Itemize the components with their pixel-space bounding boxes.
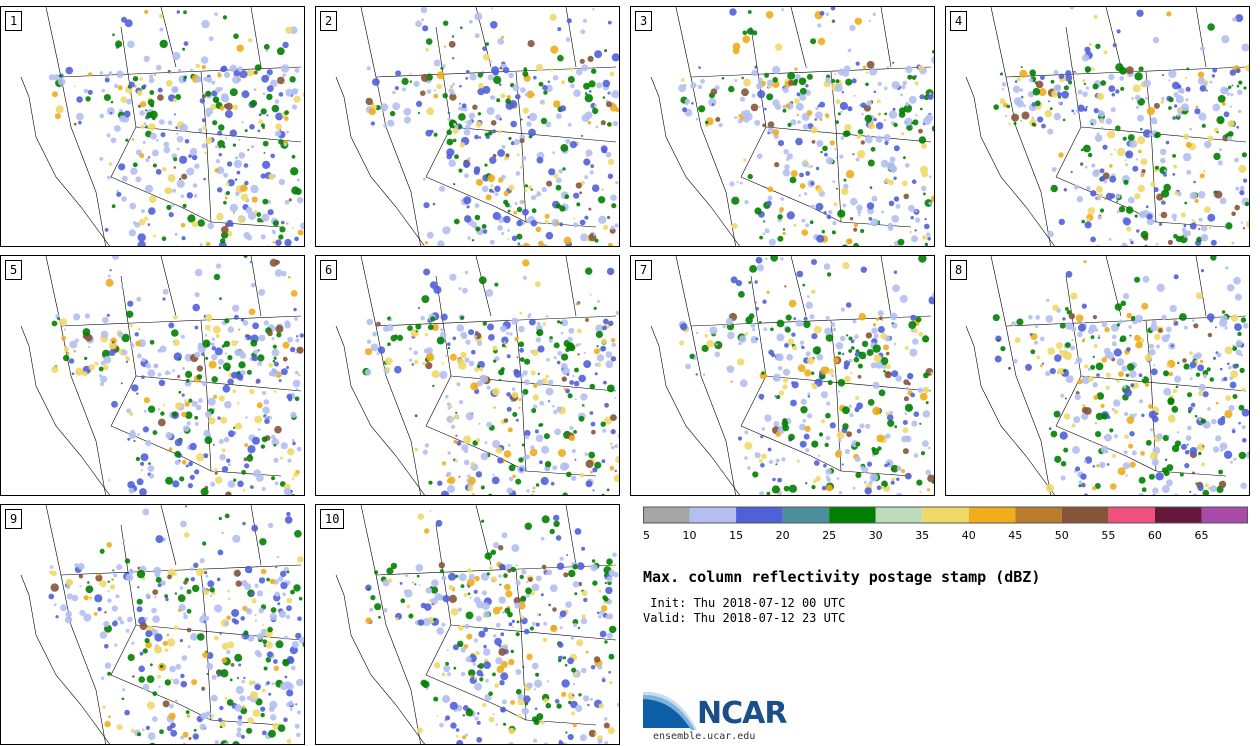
reflectivity-map xyxy=(965,7,1249,246)
member-panel-2: 2 xyxy=(315,6,620,247)
colorbar-tick-label: 15 xyxy=(729,529,743,542)
logo-url: ensemble.ucar.edu xyxy=(653,731,756,742)
reflectivity-map xyxy=(335,7,619,246)
reflectivity-map xyxy=(20,505,304,744)
member-panel-7: 7 xyxy=(630,255,935,496)
colorbar-tick-label: 30 xyxy=(869,529,883,542)
colorbar-tick-label: 25 xyxy=(822,529,836,542)
colorbar-segment xyxy=(875,507,923,523)
member-label: 8 xyxy=(950,260,968,280)
reflectivity-colorbar: 5 10 15 20 25 30 35 40 45 50 55 60 65 xyxy=(643,506,1248,542)
reflectivity-map xyxy=(650,7,934,246)
member-label: 2 xyxy=(320,11,338,31)
colorbar-segment xyxy=(1154,507,1202,523)
ncar-logo-icon xyxy=(643,691,697,730)
colorbar-segment xyxy=(736,507,783,523)
valid-time: Valid: Thu 2018-07-12 23 UTC xyxy=(643,611,846,625)
member-label: 6 xyxy=(320,260,338,280)
member-label: 3 xyxy=(635,11,653,31)
colorbar-tick-label: 5 xyxy=(643,529,650,542)
member-panel-3: 3 xyxy=(630,6,935,247)
colorbar-segment xyxy=(1061,507,1109,523)
colorbar-tick-label: 20 xyxy=(776,529,790,542)
member-label: 1 xyxy=(5,11,23,31)
colorbar-tick-label: 60 xyxy=(1148,529,1162,542)
reflectivity-map xyxy=(20,7,304,246)
member-panel-4: 4 xyxy=(945,6,1250,247)
colorbar-tick-label: 50 xyxy=(1055,529,1069,542)
colorbar-tick-label: 65 xyxy=(1195,529,1209,542)
member-panel-9: 9 xyxy=(0,504,305,745)
reflectivity-map xyxy=(335,505,619,744)
ncar-logo-text: NCAR xyxy=(697,696,787,731)
member-panel-10: 10 xyxy=(315,504,620,745)
figure-title: Max. column reflectivity postage stamp (… xyxy=(643,568,1041,586)
member-label: 10 xyxy=(320,509,345,529)
init-time: Init: Thu 2018-07-12 00 UTC xyxy=(643,596,846,610)
colorbar-segment xyxy=(1015,507,1062,523)
colorbar-segment xyxy=(643,507,690,523)
colorbar-segment xyxy=(829,507,876,523)
reflectivity-map xyxy=(650,256,934,495)
reflectivity-map xyxy=(20,256,304,495)
member-label: 7 xyxy=(635,260,653,280)
colorbar-segment xyxy=(1108,507,1155,523)
colorbar-segment xyxy=(689,507,737,523)
colorbar-segment xyxy=(1201,507,1248,523)
member-label: 4 xyxy=(950,11,968,31)
member-panel-1: 1 xyxy=(0,6,305,247)
colorbar-tick-label: 10 xyxy=(683,529,697,542)
colorbar-segment xyxy=(968,507,1016,523)
colorbar-segment xyxy=(782,507,830,523)
member-panel-5: 5 xyxy=(0,255,305,496)
colorbar-tick-label: 35 xyxy=(915,529,929,542)
reflectivity-map xyxy=(335,256,619,495)
colorbar-segment xyxy=(922,507,969,523)
reflectivity-map xyxy=(965,256,1249,495)
colorbar-tick-label: 45 xyxy=(1008,529,1022,542)
member-label: 5 xyxy=(5,260,23,280)
colorbar-tick-label: 55 xyxy=(1101,529,1115,542)
member-panel-8: 8 xyxy=(945,255,1250,496)
member-panel-6: 6 xyxy=(315,255,620,496)
member-label: 9 xyxy=(5,509,23,529)
colorbar-tick-label: 40 xyxy=(962,529,976,542)
